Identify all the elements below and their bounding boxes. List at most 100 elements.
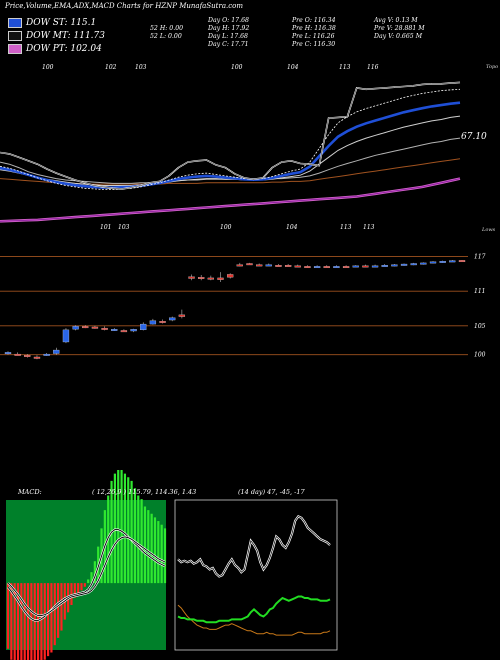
stat-pre-low: Pre L: 116.26 (292, 33, 335, 40)
ema-value-label: 67.10 (461, 132, 487, 142)
candle-body (304, 266, 311, 269)
dow-st-line (0, 101, 461, 189)
candle-body (62, 329, 70, 343)
candle-body (439, 261, 446, 263)
candle-body (198, 277, 205, 279)
macd-line (7, 529, 166, 621)
price-ema-panel: Topo Lows 100 102 103 100 104 113 116 101 103 10… (0, 64, 498, 233)
legend-swatch-st (8, 18, 22, 28)
top-ticks: 100 102 103 100 104 113 116 (42, 64, 379, 71)
legend-label-mt: DOW MT: 111.73 (26, 31, 105, 41)
candle-body (294, 265, 301, 268)
dow-pt-line-core (0, 178, 461, 222)
candle-body (410, 263, 417, 266)
top-tick-label: 116 (367, 64, 379, 71)
plus-di-line (177, 595, 331, 624)
bottom-tick-label: 104 (286, 224, 298, 231)
candle-body (53, 349, 60, 354)
stat-day-volume: Day V: 0.665 M (374, 33, 423, 40)
stat-day-open: Day O: 17.68 (208, 17, 249, 24)
candle-body (265, 264, 272, 267)
price-line-core (0, 82, 461, 190)
price-line (0, 81, 461, 190)
legend-dow-st: DOW ST: 115.1 (8, 18, 96, 28)
bottom-tick-label: 100 (220, 224, 232, 231)
price-tick-label: 117 (474, 254, 486, 261)
top-tick-label: 102 (105, 64, 117, 71)
candle-body (352, 265, 359, 268)
stat-pre-volume: Pre V: 28.881 M (374, 25, 425, 32)
stat-day-high: Day H: 17.92 (208, 25, 250, 32)
stat-pre-high: Pre H: 116.38 (292, 25, 336, 32)
candle-body (362, 265, 369, 268)
stats-volume: Avg V: 0.13 M Pre V: 28.881 M Day V: 0.6… (374, 17, 425, 41)
candle-body (72, 326, 79, 330)
price-tick-label: 111 (474, 288, 485, 295)
legend-swatch-pt (8, 44, 22, 54)
candle-body (429, 261, 437, 264)
bottom-ticks: 101 103 100 104 113 113 (100, 224, 375, 231)
top-tick-label: 113 (339, 64, 351, 71)
candle-body (33, 356, 41, 359)
chart-title: Price,Volume,EMA,ADX,MACD Charts for HZN… (5, 2, 243, 10)
candle-body (111, 329, 118, 331)
macd-histogram (6, 469, 167, 660)
top-axis-label: Topo (486, 64, 498, 70)
bottom-tick-label: 101 (100, 224, 111, 231)
adx-params: (14 day) 47, -45, -17 (238, 488, 305, 496)
candle-body (313, 266, 321, 269)
candle-body (159, 321, 166, 323)
adx-frame (174, 499, 338, 651)
candle-body (255, 264, 263, 267)
candle-body (275, 265, 282, 267)
candle-body (458, 260, 466, 263)
candles (4, 260, 466, 360)
candle-body (101, 327, 108, 330)
candle-body (236, 264, 243, 267)
legend-dow-mt: DOW MT: 111.73 (8, 31, 105, 41)
candle-body (323, 266, 330, 269)
top-tick-label: 100 (42, 64, 54, 71)
candle-body (149, 320, 157, 325)
stat-day-low: Day L: 17.68 (208, 33, 248, 40)
price-level-lines (0, 256, 468, 356)
stat-pre-close: Pre C: 116.30 (292, 41, 336, 48)
stats-52w: 52 H: 0.00 52 L: 0.00 (150, 25, 183, 41)
candle-body (420, 262, 427, 265)
candle-body (188, 276, 195, 279)
candle-body (82, 326, 89, 329)
candle-body (169, 317, 176, 321)
candle-body (391, 264, 398, 267)
candle-body (449, 260, 456, 263)
candle-body (217, 277, 224, 280)
macd-label: MACD: (18, 488, 42, 496)
candle-body (246, 263, 253, 266)
price-tick-label: 105 (474, 323, 486, 330)
candle-body (342, 266, 350, 269)
price-tick-label: 100 (474, 352, 486, 359)
adx-panel (174, 499, 338, 651)
legend-dow-pt: DOW PT: 102.04 (8, 44, 102, 54)
bottom-axis-label: Lows (481, 227, 496, 233)
macd-params: ( 12,26,9 ) 115.79, 114.36, 1.43 (92, 488, 197, 496)
stat-avg-volume: Avg V: 0.13 M (374, 17, 418, 24)
candle-body (4, 352, 12, 355)
macd-panel (6, 469, 167, 660)
minus-di-line (177, 604, 331, 636)
candle-body (333, 266, 340, 269)
candle-body (24, 355, 31, 357)
stat-52-low: 52 L: 0.00 (150, 33, 182, 40)
adx-line-core (177, 515, 331, 577)
candle-body (284, 265, 292, 267)
candle-panel: 117 111 105 100 (0, 254, 486, 360)
candle-body (14, 353, 21, 356)
stat-day-close: Day C: 17.71 (208, 41, 249, 48)
candle-body (91, 326, 99, 329)
candle-body (400, 263, 408, 266)
candle-body (130, 329, 137, 332)
candle-body (207, 277, 215, 280)
top-tick-label: 104 (287, 64, 299, 71)
ema-short-dotted-line (0, 88, 461, 190)
candle-body (120, 330, 128, 333)
